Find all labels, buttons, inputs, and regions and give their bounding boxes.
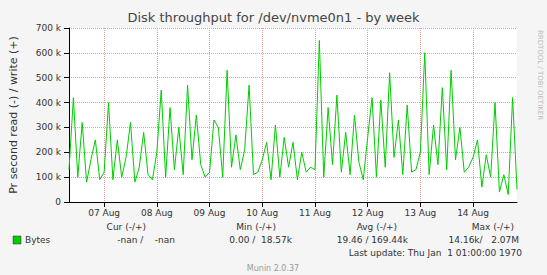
svg-text:12 Aug: 12 Aug xyxy=(352,208,384,218)
svg-text:700 k: 700 k xyxy=(36,23,62,33)
svg-text:200 k: 200 k xyxy=(36,147,62,157)
svg-text:10 Aug: 10 Aug xyxy=(246,208,278,218)
svg-text:07 Aug: 07 Aug xyxy=(88,208,120,218)
svg-text:Pr second read (-) / write (+): Pr second read (-) / write (+) xyxy=(7,36,20,194)
svg-text:Disk throughput for /dev/nvme0: Disk throughput for /dev/nvme0n1 - by we… xyxy=(127,10,420,25)
svg-text:13 Aug: 13 Aug xyxy=(404,208,436,218)
svg-text:19.46 / 169.44k: 19.46 / 169.44k xyxy=(337,235,409,245)
svg-text:Min (-/+): Min (-/+) xyxy=(236,222,276,232)
svg-text:400 k: 400 k xyxy=(36,98,62,108)
svg-text:Avg (-/+): Avg (-/+) xyxy=(357,222,397,232)
svg-text:11 Aug: 11 Aug xyxy=(299,208,331,218)
svg-text:14 Aug: 14 Aug xyxy=(457,208,489,218)
svg-text:500 k: 500 k xyxy=(36,73,62,83)
svg-text:RRDTOOL / TOBI OETIKER: RRDTOOL / TOBI OETIKER xyxy=(536,30,544,120)
svg-text:Munin 2.0.37: Munin 2.0.37 xyxy=(247,264,299,273)
svg-text:300 k: 300 k xyxy=(36,122,62,132)
svg-text:Bytes: Bytes xyxy=(25,235,51,245)
svg-text:08 Aug: 08 Aug xyxy=(141,208,173,218)
svg-text:100 k: 100 k xyxy=(36,172,62,182)
svg-text:600 k: 600 k xyxy=(36,48,62,58)
svg-text:Cur (-/+): Cur (-/+) xyxy=(107,222,146,232)
svg-text:14.16k/ 2.07M: 14.16k/ 2.07M xyxy=(449,235,519,245)
svg-text:0: 0 xyxy=(55,197,61,207)
svg-text:-nan / -nan: -nan / -nan xyxy=(117,235,175,245)
svg-text:Max (-/+): Max (-/+) xyxy=(472,222,514,232)
svg-text:0.00 / 18.57k: 0.00 / 18.57k xyxy=(229,235,292,245)
svg-text:09 Aug: 09 Aug xyxy=(194,208,226,218)
svg-text:Last update: Thu Jan 1 01:00:: Last update: Thu Jan 1 01:00:00 1970 xyxy=(349,248,523,258)
